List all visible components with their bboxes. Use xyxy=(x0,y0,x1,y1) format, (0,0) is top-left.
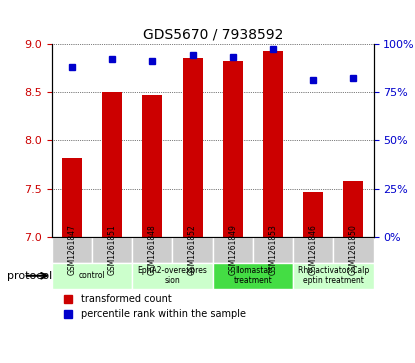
Bar xyxy=(142,95,162,237)
Bar xyxy=(62,158,82,237)
Bar xyxy=(303,192,323,237)
FancyBboxPatch shape xyxy=(333,237,374,263)
Text: GSM1261847: GSM1261847 xyxy=(68,225,76,276)
Text: EphA2-overexpres
sion: EphA2-overexpres sion xyxy=(137,266,208,285)
FancyBboxPatch shape xyxy=(132,263,213,289)
Bar xyxy=(223,61,243,237)
FancyBboxPatch shape xyxy=(213,263,293,289)
Text: GSM1261846: GSM1261846 xyxy=(309,225,318,276)
Text: GSM1261851: GSM1261851 xyxy=(107,225,117,276)
FancyBboxPatch shape xyxy=(52,237,92,263)
Text: Ilomastat
treatment: Ilomastat treatment xyxy=(234,266,272,285)
FancyBboxPatch shape xyxy=(213,237,253,263)
FancyBboxPatch shape xyxy=(132,237,173,263)
FancyBboxPatch shape xyxy=(52,263,132,289)
FancyBboxPatch shape xyxy=(173,237,213,263)
Title: GDS5670 / 7938592: GDS5670 / 7938592 xyxy=(142,27,283,41)
Text: GSM1261848: GSM1261848 xyxy=(148,225,157,276)
Text: GSM1261850: GSM1261850 xyxy=(349,225,358,276)
Text: Rho activator Calp
eptin treatment: Rho activator Calp eptin treatment xyxy=(298,266,369,285)
Bar xyxy=(183,58,203,237)
FancyBboxPatch shape xyxy=(293,237,333,263)
Text: protocol: protocol xyxy=(7,271,52,281)
FancyBboxPatch shape xyxy=(253,237,293,263)
Bar xyxy=(343,181,364,237)
Bar xyxy=(263,51,283,237)
FancyBboxPatch shape xyxy=(293,263,374,289)
Text: GSM1261852: GSM1261852 xyxy=(188,225,197,276)
FancyBboxPatch shape xyxy=(92,237,132,263)
Text: transformed count: transformed count xyxy=(81,294,171,304)
Text: percentile rank within the sample: percentile rank within the sample xyxy=(81,310,246,319)
Text: GSM1261849: GSM1261849 xyxy=(228,225,237,276)
Text: control: control xyxy=(79,271,105,280)
Bar xyxy=(102,92,122,237)
Text: GSM1261853: GSM1261853 xyxy=(269,225,278,276)
